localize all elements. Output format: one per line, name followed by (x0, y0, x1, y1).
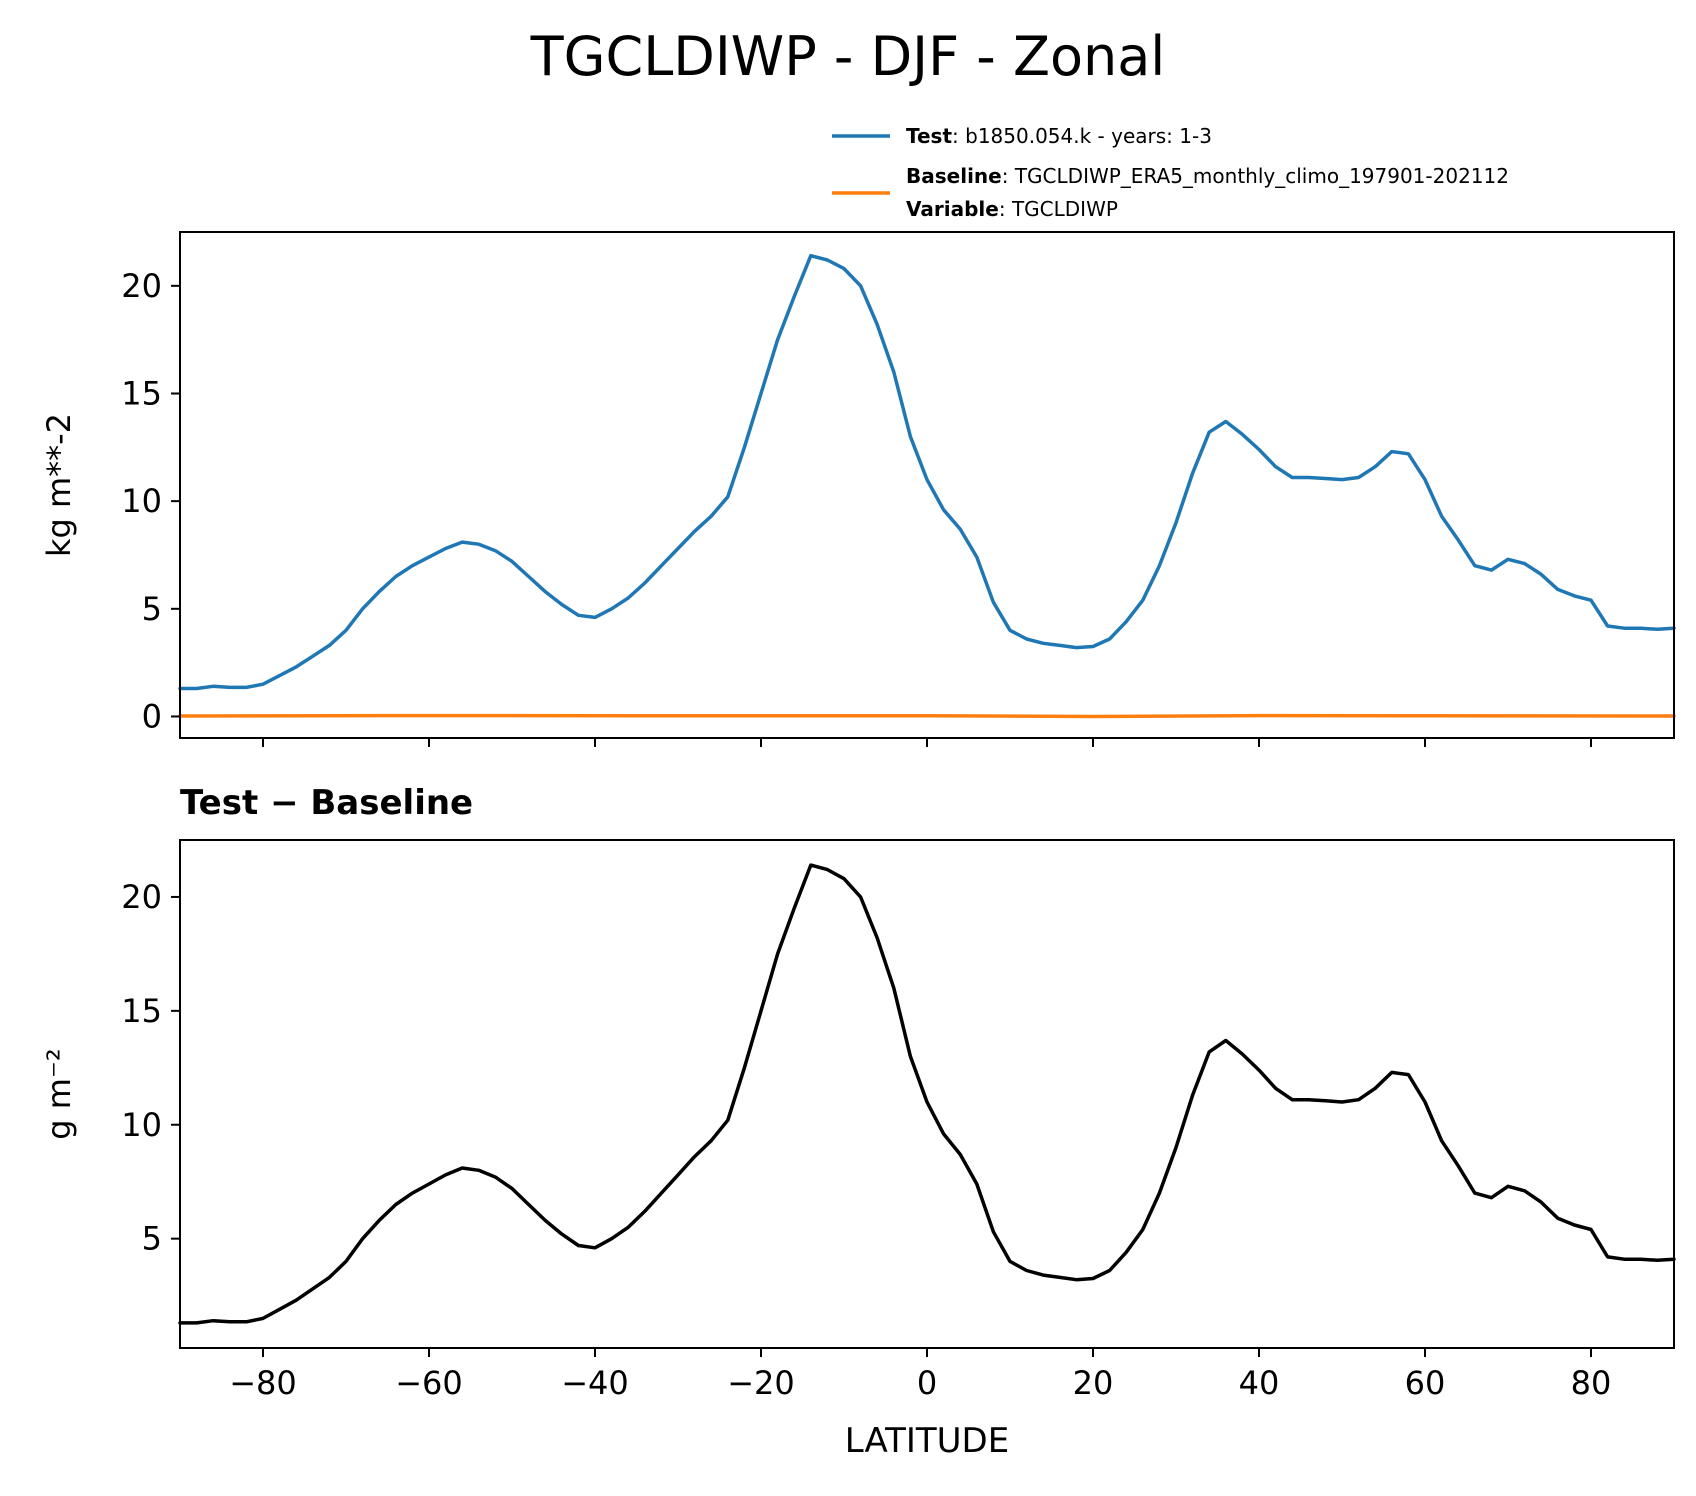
legend-test-label: Test: b1850.054.k - years: 1-3 (906, 124, 1212, 148)
zonal-mean-panel: 0 5 10 15 20 kg m**-2 (40, 231, 1676, 747)
difference-x-tick-label: −40 (561, 1364, 629, 1402)
zonal-mean-y-ticks: 0 5 10 15 20 (121, 267, 180, 735)
zonal-mean-y-axis-label: kg m**-2 (40, 413, 78, 557)
difference-y-ticks: 5 10 15 20 (121, 878, 180, 1258)
difference-x-tick-label: 20 (1073, 1364, 1114, 1402)
zonal-mean-y-tick-label: 10 (121, 482, 162, 520)
difference-x-ticks: −80 −60 −40 −20 0 20 40 60 80 (229, 1348, 1611, 1402)
zonal-mean-series-test-line (178, 253, 1676, 691)
difference-y-tick-label: 10 (121, 1106, 162, 1144)
zonal-mean-y-tick-label: 0 (142, 697, 162, 735)
legend: Test: b1850.054.k - years: 1-3 Baseline:… (832, 124, 1509, 221)
difference-lines (178, 863, 1676, 1325)
difference-x-tick-label: −60 (395, 1364, 463, 1402)
zonal-mean-y-tick-label: 20 (121, 267, 162, 305)
difference-x-tick-label: −80 (229, 1364, 297, 1402)
zonal-mean-y-tick-label: 15 (121, 374, 162, 412)
difference-panel-title: Test − Baseline (180, 783, 473, 823)
legend-baseline-label: Baseline: TGCLDIWP_ERA5_monthly_climo_19… (906, 164, 1509, 188)
difference-x-tick-label: 0 (917, 1364, 937, 1402)
difference-y-tick-label: 15 (121, 992, 162, 1030)
zonal-mean-y-tick-label: 5 (142, 590, 162, 628)
difference-x-tick-label: 60 (1405, 1364, 1446, 1402)
figure-title: TGCLDIWP - DJF - Zonal (530, 25, 1166, 88)
difference-y-tick-label: 5 (142, 1220, 162, 1258)
difference-x-tick-label: −20 (727, 1364, 795, 1402)
difference-panel: Test − Baseline 5 10 15 20 −80 −60 −40 −20 0 20 4… (40, 783, 1676, 1461)
difference-y-tick-label: 20 (121, 878, 162, 916)
difference-series-difference-line (178, 863, 1676, 1325)
x-axis-label: LATITUDE (845, 1421, 1009, 1461)
zonal-mean-series-baseline-line (178, 713, 1676, 719)
zonal-mean-x-ticks (262, 738, 1592, 747)
legend-variable-label: Variable: TGCLDIWP (906, 197, 1118, 221)
difference-x-tick-label: 40 (1239, 1364, 1280, 1402)
zonal-mean-axes-frame (179, 231, 1675, 739)
difference-x-tick-label: 80 (1571, 1364, 1612, 1402)
zonal-mean-lines (178, 253, 1676, 719)
difference-y-axis-label: g m⁻² (40, 1048, 78, 1139)
difference-axes-frame (179, 839, 1675, 1349)
